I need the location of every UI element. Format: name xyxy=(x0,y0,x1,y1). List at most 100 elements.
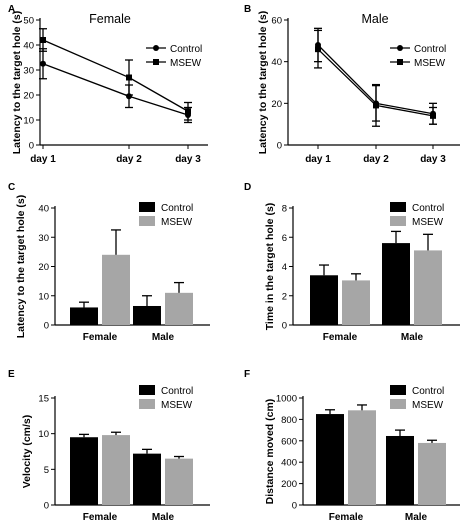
y-tick-label: 10 xyxy=(23,116,34,127)
x-tick-label: Male xyxy=(401,332,424,343)
y-tick-label: 30 xyxy=(23,66,34,77)
bar-msew xyxy=(342,280,370,325)
y-tick-label: 60 xyxy=(271,16,282,27)
legend-swatch xyxy=(390,202,406,212)
legend-label: Control xyxy=(412,203,444,214)
y-tick-label: 15 xyxy=(38,394,49,405)
y-tick-label: 50 xyxy=(23,16,34,27)
y-tick-label: 400 xyxy=(281,458,297,469)
legend-label: MSEW xyxy=(170,58,202,69)
data-point-square xyxy=(315,46,321,53)
legend-label: Control xyxy=(161,203,193,214)
panel-letter: B xyxy=(244,4,251,15)
bar-msew xyxy=(102,435,130,505)
y-tick-label: 40 xyxy=(271,57,282,68)
legend-marker xyxy=(397,45,403,51)
bar-control xyxy=(382,243,410,325)
y-tick-label: 20 xyxy=(38,262,49,273)
bar-msew xyxy=(165,458,193,505)
y-tick-label: 0 xyxy=(29,141,34,152)
chart-title: Male xyxy=(361,12,388,26)
x-tick-label: day 1 xyxy=(305,154,331,165)
panel-letter: A xyxy=(8,4,15,15)
bar-msew xyxy=(102,254,130,325)
data-point-square xyxy=(40,37,46,43)
x-tick-label: day 3 xyxy=(175,154,201,165)
y-tick-label: 0 xyxy=(44,321,49,332)
panel-letter: E xyxy=(8,369,15,380)
bar-control xyxy=(386,435,414,505)
y-tick-label: 40 xyxy=(23,41,34,52)
panel-letter: D xyxy=(244,182,251,193)
data-point-square xyxy=(373,102,379,109)
data-point-square xyxy=(430,112,436,119)
y-tick-label: 200 xyxy=(281,479,297,490)
legend-label: MSEW xyxy=(161,217,193,228)
y-tick-label: 800 xyxy=(281,415,297,426)
y-tick-label: 30 xyxy=(38,233,49,244)
x-tick-label: day 3 xyxy=(420,154,446,165)
x-tick-label: Female xyxy=(83,332,118,343)
chart-title: Female xyxy=(89,12,131,26)
y-tick-label: 2 xyxy=(282,291,287,302)
x-tick-label: Male xyxy=(405,512,428,523)
y-axis-label: Latency to the target hole (s) xyxy=(257,11,269,155)
x-tick-label: Female xyxy=(323,332,358,343)
y-tick-label: 10 xyxy=(38,291,49,302)
y-tick-label: 1000 xyxy=(276,394,297,405)
legend-label: Control xyxy=(414,44,446,55)
legend-marker xyxy=(397,59,403,65)
legend-marker xyxy=(153,59,159,65)
y-tick-label: 20 xyxy=(23,91,34,102)
bar-control xyxy=(133,453,161,505)
y-tick-label: 40 xyxy=(38,204,49,215)
y-tick-label: 6 xyxy=(282,233,287,244)
bar-msew xyxy=(414,250,442,325)
y-tick-label: 0 xyxy=(44,501,49,512)
legend-marker xyxy=(153,45,159,51)
y-tick-label: 0 xyxy=(282,321,287,332)
bar-control xyxy=(316,414,344,505)
legend-label: MSEW xyxy=(412,217,444,228)
y-tick-label: 0 xyxy=(277,141,282,152)
series-line-msew xyxy=(42,39,189,112)
legend-swatch xyxy=(139,216,155,226)
bar-msew xyxy=(348,410,376,505)
data-point-circle xyxy=(40,60,46,67)
x-tick-label: Male xyxy=(152,512,175,523)
y-tick-label: 20 xyxy=(271,99,282,110)
data-point-square xyxy=(126,74,132,81)
legend-label: Control xyxy=(412,386,444,397)
legend-swatch xyxy=(139,399,155,409)
legend-label: MSEW xyxy=(412,400,444,411)
y-tick-label: 600 xyxy=(281,436,297,447)
legend-swatch xyxy=(390,385,406,395)
y-axis-label: Latency to the target hole (s) xyxy=(15,195,27,339)
legend-label: Control xyxy=(161,386,193,397)
bar-control xyxy=(133,305,161,325)
y-tick-label: 4 xyxy=(282,262,287,273)
x-tick-label: day 2 xyxy=(116,154,142,165)
bar-msew xyxy=(165,292,193,325)
panel-letter: C xyxy=(8,182,15,193)
bar-control xyxy=(70,437,98,505)
legend-swatch xyxy=(390,399,406,409)
y-tick-label: 10 xyxy=(38,429,49,440)
bar-control xyxy=(310,275,338,325)
legend-label: MSEW xyxy=(161,400,193,411)
y-axis-label: Distance moved (cm) xyxy=(264,399,276,505)
x-tick-label: Male xyxy=(152,332,175,343)
legend-swatch xyxy=(139,385,155,395)
y-tick-label: 5 xyxy=(44,465,49,476)
panel-letter: F xyxy=(244,369,250,380)
y-axis-label: Time in the target hole (s) xyxy=(264,203,276,331)
legend-label: MSEW xyxy=(414,58,446,69)
x-tick-label: day 1 xyxy=(30,154,56,165)
legend-swatch xyxy=(390,216,406,226)
legend-label: Control xyxy=(170,44,202,55)
y-axis-label: Velocity (cm/s) xyxy=(21,415,33,489)
legend-swatch xyxy=(139,202,155,212)
bar-msew xyxy=(418,442,446,505)
bar-control xyxy=(70,307,98,325)
x-tick-label: Female xyxy=(83,512,118,523)
